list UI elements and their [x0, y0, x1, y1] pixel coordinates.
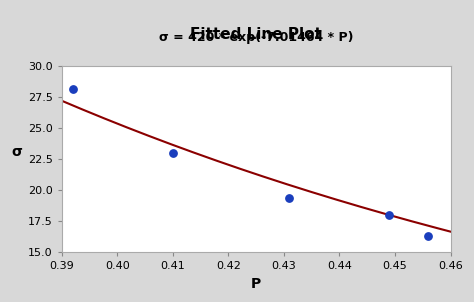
Y-axis label: σ: σ — [11, 145, 22, 159]
Point — [69, 86, 76, 91]
Point — [386, 213, 393, 217]
Point — [285, 195, 293, 200]
Point — [425, 234, 432, 239]
Point — [169, 151, 176, 156]
Title: σ = 420 * exp(-7.01464 * P): σ = 420 * exp(-7.01464 * P) — [159, 31, 353, 44]
Text: Fitted Line Plot: Fitted Line Plot — [190, 27, 322, 42]
X-axis label: P: P — [251, 277, 261, 291]
